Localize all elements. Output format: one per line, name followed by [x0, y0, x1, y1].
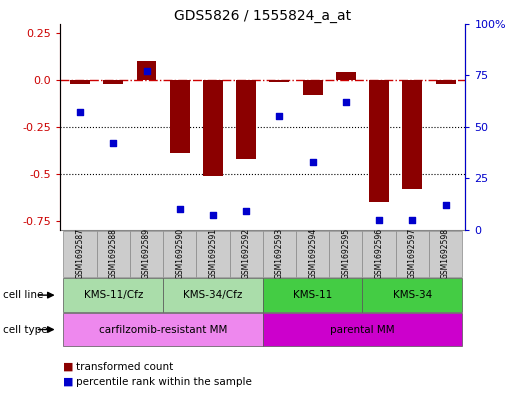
- Text: percentile rank within the sample: percentile rank within the sample: [76, 377, 252, 387]
- Bar: [263, 313, 462, 346]
- Text: KMS-34: KMS-34: [393, 290, 432, 300]
- Bar: [296, 231, 329, 277]
- Bar: [402, 80, 422, 189]
- Bar: [369, 80, 389, 202]
- Text: cell line: cell line: [3, 290, 43, 300]
- Text: GSM1692587: GSM1692587: [76, 228, 85, 279]
- Text: GSM1692589: GSM1692589: [142, 228, 151, 279]
- Point: [375, 217, 383, 223]
- Point: [176, 206, 184, 212]
- Text: GSM1692594: GSM1692594: [308, 228, 317, 279]
- Bar: [236, 80, 256, 159]
- Text: KMS-34/Cfz: KMS-34/Cfz: [183, 290, 243, 300]
- Bar: [130, 231, 163, 277]
- Bar: [396, 231, 429, 277]
- Bar: [329, 231, 362, 277]
- Bar: [63, 231, 97, 277]
- Bar: [104, 80, 123, 84]
- Bar: [63, 313, 263, 346]
- Point: [242, 208, 251, 215]
- Point: [209, 212, 217, 219]
- Point: [76, 109, 84, 116]
- Bar: [203, 80, 223, 176]
- Text: GSM1692588: GSM1692588: [109, 228, 118, 279]
- Bar: [230, 231, 263, 277]
- Text: transformed count: transformed count: [76, 362, 173, 372]
- Bar: [336, 72, 356, 80]
- Text: GSM1692592: GSM1692592: [242, 228, 251, 279]
- Text: GSM1692595: GSM1692595: [342, 228, 350, 279]
- Bar: [362, 278, 462, 312]
- Bar: [163, 278, 263, 312]
- Point: [441, 202, 450, 208]
- Text: ■: ■: [63, 362, 73, 372]
- Bar: [303, 80, 323, 95]
- Text: KMS-11/Cfz: KMS-11/Cfz: [84, 290, 143, 300]
- Text: GSM1692597: GSM1692597: [408, 228, 417, 279]
- Text: cell type: cell type: [3, 325, 47, 334]
- Bar: [70, 80, 90, 84]
- Bar: [429, 231, 462, 277]
- Bar: [137, 61, 156, 80]
- Text: GSM1692593: GSM1692593: [275, 228, 284, 279]
- Point: [109, 140, 118, 146]
- Text: carfilzomib-resistant MM: carfilzomib-resistant MM: [99, 325, 228, 334]
- Text: GSM1692591: GSM1692591: [209, 228, 218, 279]
- Bar: [362, 231, 396, 277]
- Bar: [63, 278, 163, 312]
- Text: ■: ■: [63, 377, 73, 387]
- Bar: [170, 80, 190, 153]
- Point: [142, 68, 151, 74]
- Point: [342, 99, 350, 105]
- Point: [408, 217, 416, 223]
- Point: [275, 113, 283, 119]
- Point: [309, 159, 317, 165]
- Bar: [97, 231, 130, 277]
- Text: KMS-11: KMS-11: [293, 290, 332, 300]
- Bar: [163, 231, 196, 277]
- Bar: [263, 278, 362, 312]
- Bar: [196, 231, 230, 277]
- Text: GSM1692590: GSM1692590: [175, 228, 184, 279]
- Text: parental MM: parental MM: [330, 325, 395, 334]
- Text: GSM1692596: GSM1692596: [374, 228, 383, 279]
- Bar: [263, 231, 296, 277]
- Title: GDS5826 / 1555824_a_at: GDS5826 / 1555824_a_at: [174, 9, 351, 22]
- Text: GSM1692598: GSM1692598: [441, 228, 450, 279]
- Bar: [269, 80, 289, 82]
- Bar: [436, 80, 456, 84]
